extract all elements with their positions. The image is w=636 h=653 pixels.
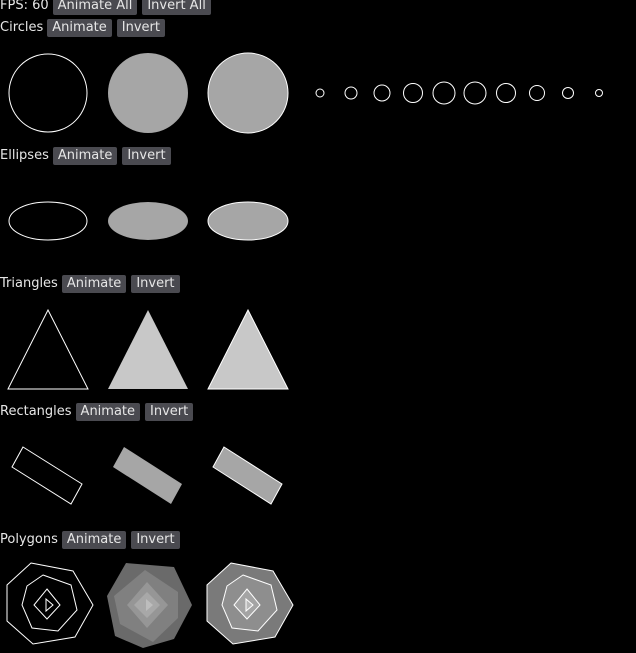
small-circle xyxy=(403,83,423,103)
invert-all-button[interactable]: Invert All xyxy=(142,0,211,15)
small-circle xyxy=(562,87,574,99)
circles-header: Circles Animate Invert xyxy=(0,19,170,37)
polygons-header: Polygons Animate Invert xyxy=(0,531,185,549)
circle-outline xyxy=(8,53,88,133)
small-circle xyxy=(373,84,391,102)
polygon-outline xyxy=(21,574,78,632)
triangles-canvas xyxy=(7,308,289,390)
polygon-filled-outlined xyxy=(245,597,254,613)
polygon-filled xyxy=(146,599,153,611)
polygon-outline-group xyxy=(6,562,94,645)
polygons-animate-button[interactable]: Animate xyxy=(61,531,127,549)
circles-invert-button[interactable]: Invert xyxy=(116,19,165,37)
ellipse-filled-outlined xyxy=(207,201,289,241)
top-toolbar: FPS: 60 Animate All Invert All xyxy=(0,0,216,15)
rectangle-filled xyxy=(113,447,182,504)
fps-counter: FPS: 60 xyxy=(0,0,49,13)
ellipses-canvas xyxy=(8,201,289,241)
triangles-label: Triangles xyxy=(0,276,58,291)
polygon-filled-group xyxy=(107,563,192,648)
rectangles-canvas xyxy=(11,446,283,505)
polygons-invert-button[interactable]: Invert xyxy=(131,531,180,549)
ellipse-filled xyxy=(108,202,188,240)
small-circle xyxy=(463,81,487,105)
animate-all-button[interactable]: Animate All xyxy=(52,0,138,15)
small-circle xyxy=(595,89,603,97)
circle-filled xyxy=(108,53,188,133)
rectangle-filled-outlined xyxy=(212,446,283,505)
circles-label: Circles xyxy=(0,20,44,35)
small-circle xyxy=(496,83,516,103)
triangle-outline xyxy=(7,308,89,390)
ellipses-invert-button[interactable]: Invert xyxy=(122,147,171,165)
polygon-outline xyxy=(6,562,94,645)
polygon-filled-outlined-group xyxy=(206,562,294,645)
small-circle xyxy=(432,81,456,105)
small-circle xyxy=(344,86,358,100)
ellipses-animate-button[interactable]: Animate xyxy=(52,147,118,165)
rectangles-invert-button[interactable]: Invert xyxy=(145,403,194,421)
circles-canvas xyxy=(8,52,603,134)
circle-filled-outlined xyxy=(207,52,289,134)
triangle-filled xyxy=(108,310,188,389)
triangle-filled-outlined xyxy=(207,308,289,390)
rectangles-header: Rectangles Animate Invert xyxy=(0,403,198,421)
triangles-invert-button[interactable]: Invert xyxy=(131,275,180,293)
ellipses-label: Ellipses xyxy=(0,148,49,163)
polygon-outline xyxy=(33,588,61,620)
triangles-animate-button[interactable]: Animate xyxy=(61,275,127,293)
ellipse-outline xyxy=(8,201,88,241)
circles-animate-button[interactable]: Animate xyxy=(47,19,112,37)
small-circle xyxy=(529,85,545,101)
circle-size-series xyxy=(315,81,603,105)
small-circle xyxy=(315,88,325,98)
rectangle-outline xyxy=(11,446,83,505)
triangles-header: Triangles Animate Invert xyxy=(0,275,185,293)
rectangles-animate-button[interactable]: Animate xyxy=(75,403,141,421)
polygon-outline xyxy=(45,597,54,613)
polygons-label: Polygons xyxy=(0,532,58,547)
ellipses-header: Ellipses Animate Invert xyxy=(0,147,176,165)
polygons-canvas xyxy=(6,562,294,648)
rectangles-label: Rectangles xyxy=(0,404,72,419)
